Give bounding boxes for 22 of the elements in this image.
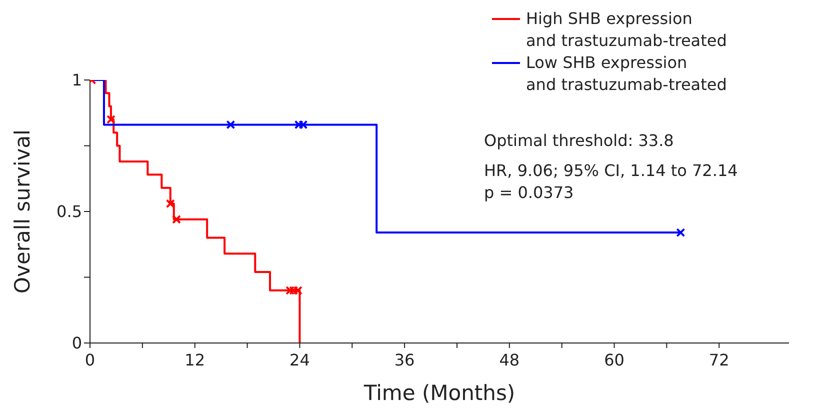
y-tick-label: 0.5: [56, 202, 82, 222]
point: [289, 286, 298, 295]
point: [166, 199, 175, 208]
point: [106, 114, 116, 124]
y-tick-label: 1: [72, 70, 82, 90]
y-tick-label: 0: [72, 334, 82, 353]
point: [226, 120, 236, 130]
y-axis-title: Overall survival: [10, 129, 34, 294]
point: [676, 228, 686, 238]
x-tick-label: 12: [184, 350, 206, 370]
x-axis-title: Time (Months): [362, 381, 516, 405]
x-tick-label: 72: [708, 350, 730, 370]
x-tick-label: 48: [499, 350, 520, 370]
point: [172, 214, 181, 224]
annotation: Optimal threshold: 33.8: [484, 130, 675, 152]
annotation: HR, 9.06; 95% CI, 1.14 to 72.14 p = 0.0373: [484, 160, 738, 204]
legend-label: Low SHB expression and trastuzumab-treated: [526, 52, 727, 96]
x-tick-label: 36: [394, 350, 415, 370]
x-tick-label: 0: [84, 350, 96, 370]
x-tick-label: 60: [604, 350, 624, 370]
legend-label: High SHB expression and trastuzumab-treated: [526, 8, 727, 52]
x-tick-label: 24: [290, 350, 310, 370]
